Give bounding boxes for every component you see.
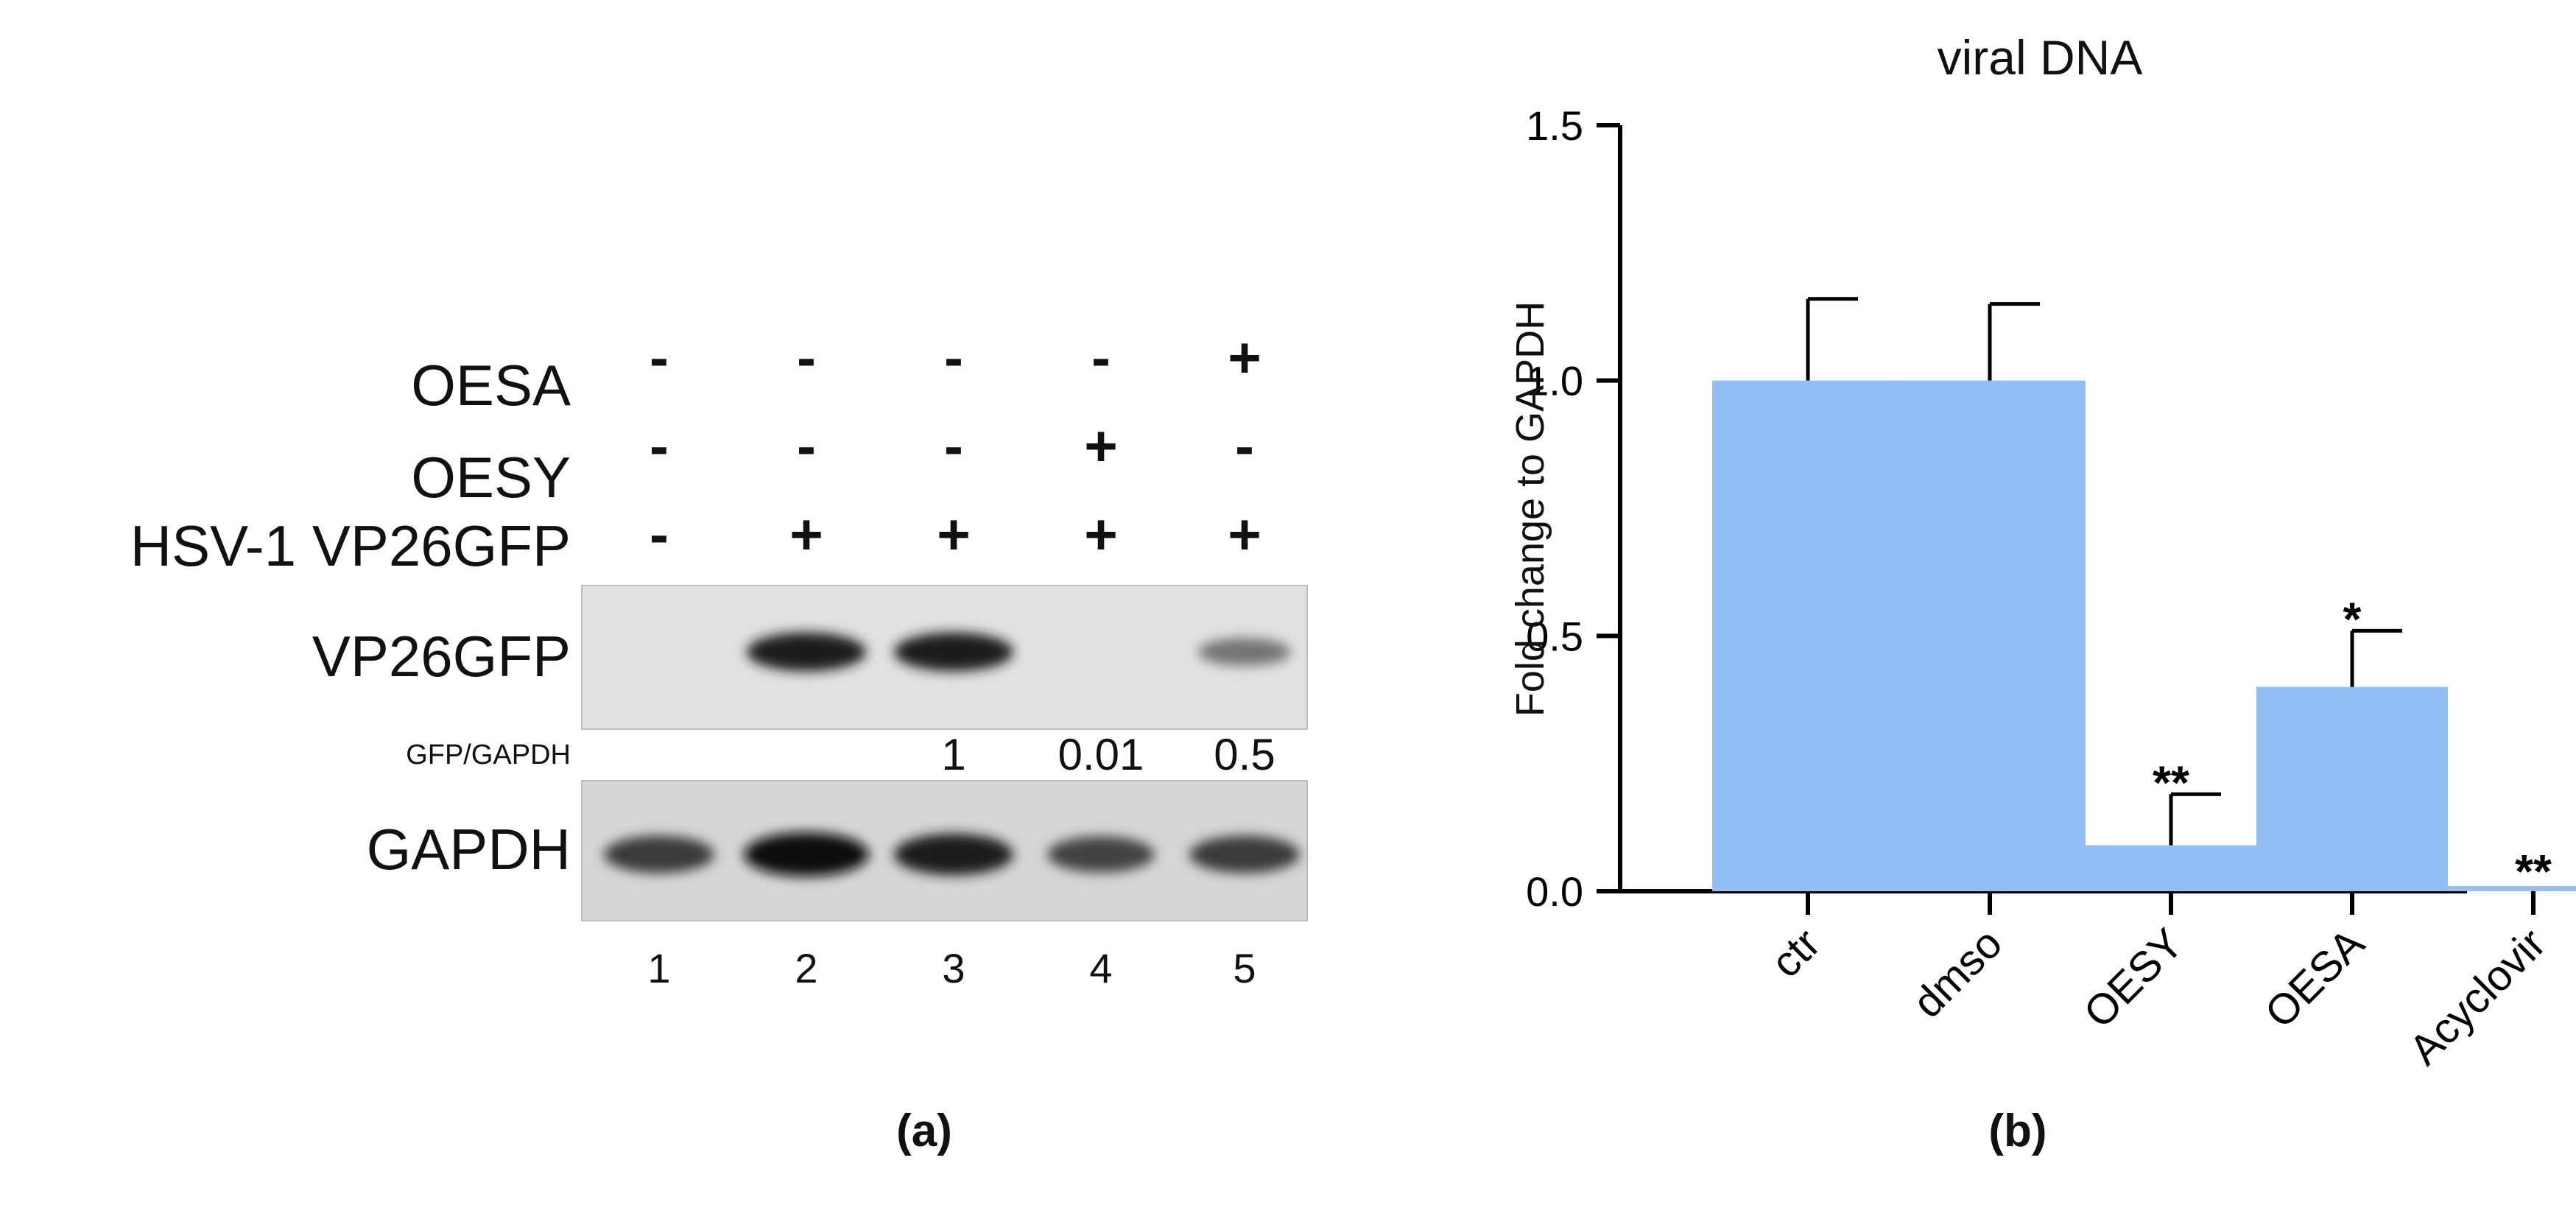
ratio-lane5: 0.5 xyxy=(1214,730,1275,779)
sign-row1-lane3: - xyxy=(944,325,963,390)
significance-oesy: ** xyxy=(2153,756,2189,809)
y-tick-label-3: 1.5 xyxy=(1526,102,1583,149)
bar-chart: 0.00.51.01.5 ***** ctr dmso OESY OESA Acyclo… xyxy=(1526,102,2576,1074)
gapdh-band-lane2 xyxy=(744,832,869,877)
row-label-hsv1: HSV-1 VP26GFP xyxy=(130,513,571,578)
x-tick-label-acyclovir: Acyclovir xyxy=(2400,919,2555,1074)
sign-row2-lane4: + xyxy=(1084,413,1118,478)
sign-row2-lane3: - xyxy=(944,413,963,478)
gapdh-band-lane1 xyxy=(604,835,714,874)
sign-row3-lane2: + xyxy=(789,502,823,566)
lane-number-1: 1 xyxy=(647,945,671,991)
sign-row2-lane2: - xyxy=(797,413,816,478)
chart-title: viral DNA xyxy=(1937,30,2143,85)
vp26gfp-bands xyxy=(747,632,1291,672)
vp26gfp-band-lane3 xyxy=(894,632,1013,672)
significance-acyclovir: ** xyxy=(2515,845,2552,898)
gapdh-band-lane3 xyxy=(894,833,1013,876)
sign-row3-lane3: + xyxy=(937,502,971,566)
sign-row1-lane2: - xyxy=(797,325,816,390)
sign-row1-lane4: - xyxy=(1091,325,1111,390)
sign-row3-lane5: + xyxy=(1228,502,1261,566)
gapdh-band-lane4 xyxy=(1047,836,1155,873)
bar-oesa xyxy=(2256,686,2448,891)
panel-label-a: (a) xyxy=(896,1106,952,1156)
x-tick-label-oesa: OESA xyxy=(2256,919,2373,1037)
sign-row1-lane5: + xyxy=(1228,325,1261,390)
vp26gfp-band-lane5 xyxy=(1198,638,1291,666)
lane-number-2: 2 xyxy=(795,945,818,991)
panel-label-b: (b) xyxy=(1988,1106,2047,1156)
gapdh-band-lane5 xyxy=(1189,835,1300,874)
sign-row2-lane5: - xyxy=(1235,413,1254,478)
bar-acyclovir xyxy=(2438,886,2576,891)
y-tick-label-2: 1.0 xyxy=(1526,358,1583,404)
sign-row1-lane1: - xyxy=(650,325,669,390)
lane-number-5: 5 xyxy=(1233,945,1256,991)
sign-row3-lane4: + xyxy=(1084,502,1118,566)
bars: ***** xyxy=(1712,297,2576,898)
bar-oesy xyxy=(2075,845,2267,891)
row-label-oesy: OESY xyxy=(411,445,571,510)
y-tick-label-0: 0.0 xyxy=(1526,868,1583,915)
blot-label-gapdh: GAPDH xyxy=(366,817,571,882)
x-tick-label-ctr: ctr xyxy=(1762,919,1830,987)
x-ticks: ctr dmso OESY OESA Acyclovir xyxy=(1762,891,2555,1074)
row-label-oesa: OESA xyxy=(411,353,571,418)
sign-row2-lane1: - xyxy=(650,413,669,478)
ratio-lane3: 1 xyxy=(941,730,966,779)
bar-dmso xyxy=(1894,380,2086,891)
blot-label-vp26gfp: VP26GFP xyxy=(312,624,571,689)
lane-number-4: 4 xyxy=(1089,945,1113,991)
x-tick-label-oesy: OESY xyxy=(2074,919,2192,1037)
y-tick-label-1: 0.5 xyxy=(1526,613,1583,659)
bar-ctr xyxy=(1712,380,1904,891)
sign-row3-lane1: - xyxy=(650,502,669,566)
significance-oesa: * xyxy=(2343,592,2362,645)
x-tick-label-dmso: dmso xyxy=(1904,919,2011,1027)
ratio-label: GFP/GAPDH xyxy=(406,740,571,770)
ratio-lane4: 0.01 xyxy=(1058,730,1144,779)
y-ticks: 0.0 0.5 1.0 1.5 xyxy=(1526,102,1620,915)
vp26gfp-band-lane2 xyxy=(747,632,866,672)
lane-number-3: 3 xyxy=(942,945,965,991)
gapdh-bands xyxy=(604,832,1300,877)
y-axis-label: Fold change to GAPDH xyxy=(1508,301,1552,717)
